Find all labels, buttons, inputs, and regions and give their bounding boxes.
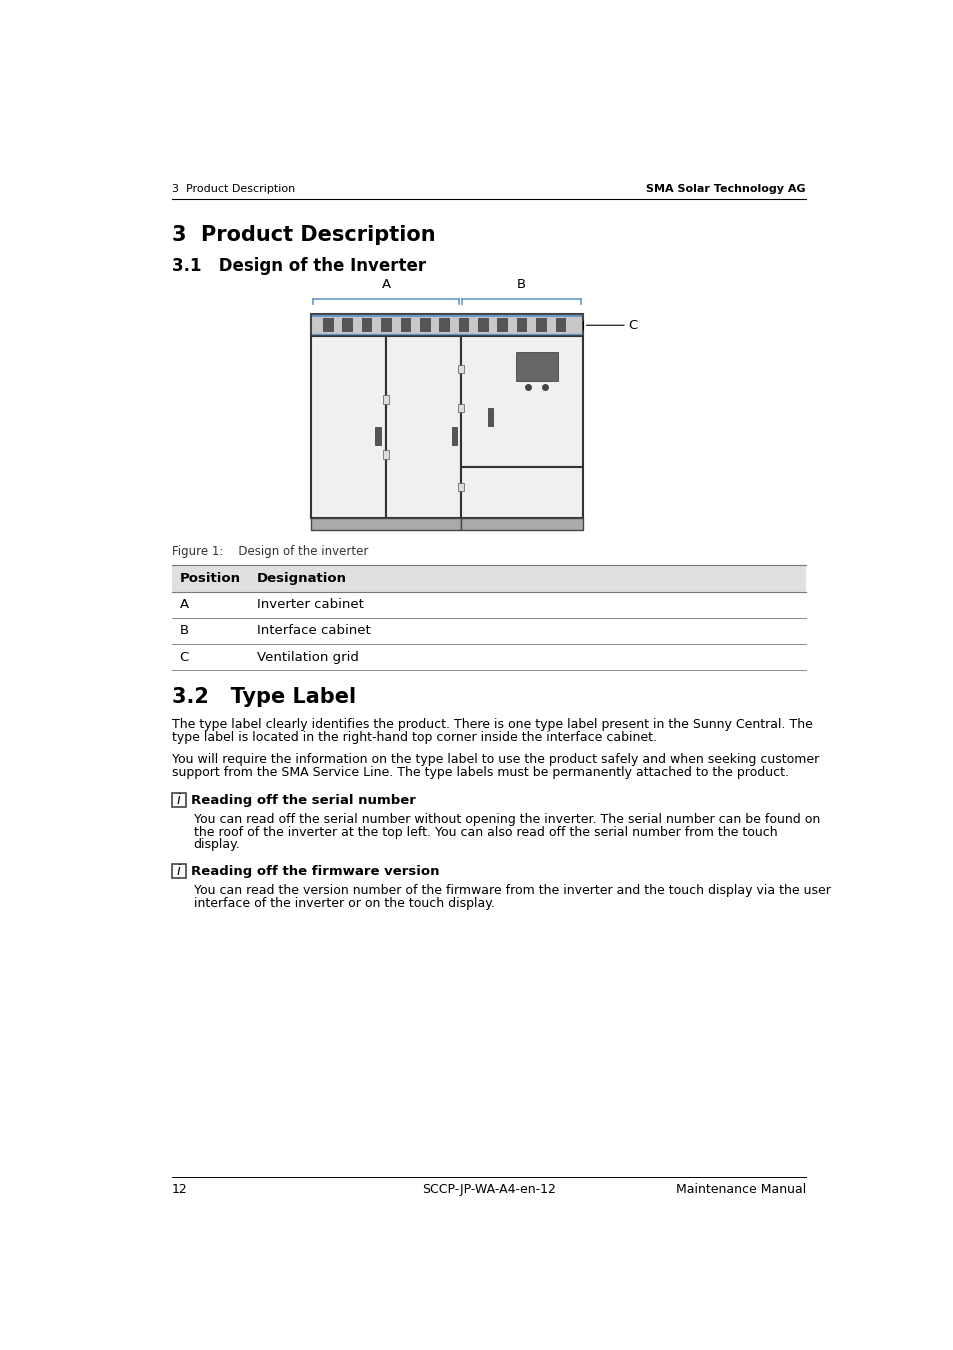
Text: type label is located in the right-hand top corner inside the interface cabinet.: type label is located in the right-hand … — [172, 732, 657, 744]
Bar — [311, 315, 582, 336]
Text: i: i — [177, 864, 181, 878]
Bar — [457, 483, 463, 491]
Bar — [477, 319, 488, 332]
Bar — [497, 319, 508, 332]
Text: Figure 1:    Design of the inverter: Figure 1: Design of the inverter — [172, 545, 368, 559]
Bar — [517, 319, 527, 332]
Text: SCCP-JP-WA-A4-en-12: SCCP-JP-WA-A4-en-12 — [421, 1183, 556, 1196]
Bar — [458, 319, 469, 332]
Bar — [323, 319, 334, 332]
Text: You will require the information on the type label to use the product safely and: You will require the information on the … — [172, 753, 819, 767]
Text: The type label clearly identifies the product. There is one type label present i: The type label clearly identifies the pr… — [172, 718, 812, 730]
Bar — [515, 352, 558, 381]
Text: Designation: Designation — [257, 572, 347, 585]
Bar — [536, 319, 546, 332]
Text: the roof of the inverter at the top left. You can also read off the serial numbe: the roof of the inverter at the top left… — [193, 826, 777, 838]
Bar — [172, 864, 186, 878]
Text: 3  Product Description: 3 Product Description — [172, 225, 436, 246]
Text: You can read off the serial number without opening the inverter. The serial numb: You can read off the serial number witho… — [193, 814, 819, 826]
Text: B: B — [179, 625, 189, 637]
Text: 3.2   Type Label: 3.2 Type Label — [172, 687, 355, 707]
Text: 3.1   Design of the Inverter: 3.1 Design of the Inverter — [172, 258, 426, 275]
Text: A: A — [179, 598, 189, 612]
Bar — [172, 566, 805, 591]
Bar — [400, 319, 411, 332]
Text: A: A — [381, 278, 390, 292]
Bar — [342, 319, 353, 332]
Text: SMA Solar Technology AG: SMA Solar Technology AG — [645, 184, 805, 194]
Bar — [382, 396, 389, 404]
Text: C: C — [628, 319, 637, 332]
Text: Interface cabinet: Interface cabinet — [257, 625, 371, 637]
Text: Position: Position — [179, 572, 240, 585]
Bar — [361, 319, 372, 332]
Bar — [375, 427, 380, 446]
Text: Ventilation grid: Ventilation grid — [257, 651, 358, 664]
Bar — [451, 427, 456, 446]
Text: B: B — [517, 278, 526, 292]
Text: interface of the inverter or on the touch display.: interface of the inverter or on the touc… — [193, 896, 494, 910]
Bar — [488, 408, 493, 427]
Bar — [439, 319, 450, 332]
Text: 12: 12 — [172, 1183, 188, 1196]
Text: support from the SMA Service Line. The type labels must be permanently attached : support from the SMA Service Line. The t… — [172, 767, 788, 779]
Bar — [386, 336, 460, 518]
Bar — [457, 364, 463, 373]
Bar — [419, 319, 430, 332]
Bar — [457, 404, 463, 412]
Text: i: i — [177, 794, 181, 807]
Text: Reading off the firmware version: Reading off the firmware version — [192, 864, 439, 878]
Text: 3  Product Description: 3 Product Description — [172, 184, 294, 194]
Text: Inverter cabinet: Inverter cabinet — [257, 598, 364, 612]
Text: Maintenance Manual: Maintenance Manual — [675, 1183, 805, 1196]
Text: You can read the version number of the firmware from the inverter and the touch : You can read the version number of the f… — [193, 884, 830, 898]
Text: Reading off the serial number: Reading off the serial number — [192, 794, 416, 807]
Bar — [555, 319, 566, 332]
Bar — [460, 467, 582, 518]
Bar — [382, 450, 389, 459]
Bar — [460, 518, 582, 531]
Text: C: C — [179, 651, 189, 664]
Bar — [460, 336, 582, 467]
Bar — [381, 319, 392, 332]
Bar — [311, 336, 386, 518]
Bar — [311, 518, 460, 531]
Text: display.: display. — [193, 838, 240, 850]
Bar — [172, 794, 186, 807]
